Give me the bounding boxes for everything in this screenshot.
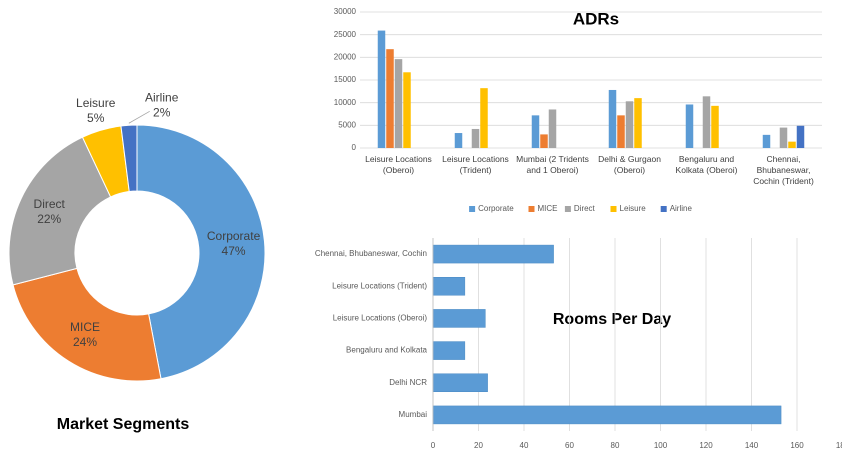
bar — [432, 309, 486, 328]
y-tick-label: Leisure Locations (Trident) — [332, 281, 427, 290]
bar — [702, 96, 711, 148]
bar — [540, 134, 548, 148]
x-tick-label: Chennai, Bhubaneswar, Cochin (Trident) — [753, 154, 814, 186]
bar — [432, 244, 554, 264]
adr-title: ADRs — [573, 9, 619, 28]
bar — [432, 277, 466, 296]
leader-line — [128, 110, 150, 124]
bar — [377, 30, 386, 148]
bar — [432, 341, 466, 360]
x-tick-label: 180 — [836, 441, 842, 450]
x-tick-label: 100 — [654, 441, 668, 450]
x-tick-label: Bengaluru and Kolkata (Oberoi) — [675, 154, 738, 175]
bar — [403, 72, 411, 148]
bar — [625, 101, 634, 148]
donut-slice — [136, 124, 266, 380]
donut-slice — [12, 267, 162, 382]
bar — [711, 105, 719, 148]
x-tick-label: 160 — [790, 441, 804, 450]
legend-swatch — [528, 206, 535, 212]
bar — [788, 141, 796, 148]
y-tick-label: 10000 — [334, 98, 357, 107]
bar — [531, 115, 540, 148]
donut-title: Market Segments — [57, 416, 190, 433]
x-tick-label: 20 — [474, 441, 483, 450]
legend-label: MICE — [538, 204, 558, 213]
slice-value-label: 2% — [153, 105, 171, 119]
bar — [432, 405, 782, 425]
y-tick-label: Bengaluru and Kolkata — [346, 346, 428, 355]
bar — [480, 88, 488, 148]
legend-swatch — [660, 206, 667, 212]
x-tick-label: 0 — [431, 441, 436, 450]
bar — [608, 89, 617, 148]
y-tick-label: 20000 — [334, 52, 357, 61]
legend-label: Corporate — [478, 204, 514, 213]
slice-value-label: 22% — [37, 212, 61, 226]
x-tick-label: 120 — [699, 441, 713, 450]
slice-label: Corporate — [207, 229, 261, 243]
x-tick-label: Leisure Locations (Oberoi) — [365, 154, 432, 175]
donut-slice — [8, 136, 112, 286]
rooms-title: Rooms Per Day — [553, 311, 671, 328]
x-tick-label: Leisure Locations (Trident) — [442, 154, 509, 175]
legend-label: Leisure — [620, 204, 647, 213]
y-tick-label: 5000 — [338, 120, 356, 129]
y-tick-label: 0 — [352, 143, 357, 152]
legend-swatch — [610, 206, 617, 212]
bar — [685, 104, 694, 148]
slice-value-label: 24% — [73, 335, 97, 349]
x-tick-label: 140 — [745, 441, 759, 450]
bar — [432, 373, 488, 392]
x-tick-label: 40 — [520, 441, 529, 450]
legend-label: Airline — [670, 204, 693, 213]
bar — [617, 115, 625, 148]
bar — [548, 109, 557, 148]
bar — [386, 49, 394, 148]
y-tick-label: 15000 — [334, 75, 357, 84]
bar — [454, 133, 463, 148]
slice-label: Direct — [34, 197, 66, 211]
y-tick-label: Leisure Locations (Oberoi) — [333, 314, 428, 323]
bar — [394, 59, 403, 148]
y-tick-label: Chennai, Bhubaneswar, Cochin — [315, 249, 427, 258]
x-tick-label: Delhi & Gurgaon (Oberoi) — [598, 154, 661, 175]
bar — [471, 128, 480, 148]
bar — [762, 134, 771, 148]
bar — [779, 127, 788, 148]
slice-label: Leisure — [76, 96, 116, 110]
slice-label: MICE — [70, 320, 100, 334]
y-tick-label: 25000 — [334, 30, 357, 39]
legend-label: Direct — [574, 204, 596, 213]
y-tick-label: Delhi NCR — [389, 378, 427, 387]
y-tick-label: Mumbai — [399, 410, 428, 419]
bar — [796, 125, 805, 148]
donut-slice — [120, 124, 138, 193]
legend-swatch — [469, 206, 476, 212]
x-tick-label: Mumbai (2 Tridents and 1 Oberoi) — [516, 154, 589, 175]
legend-swatch — [564, 206, 571, 212]
bar — [634, 98, 642, 148]
y-tick-label: 30000 — [334, 7, 357, 16]
x-tick-label: 60 — [565, 441, 574, 450]
slice-value-label: 5% — [87, 111, 105, 125]
slice-value-label: 47% — [222, 244, 246, 258]
x-tick-label: 80 — [611, 441, 620, 450]
slice-label: Airline — [145, 90, 179, 104]
